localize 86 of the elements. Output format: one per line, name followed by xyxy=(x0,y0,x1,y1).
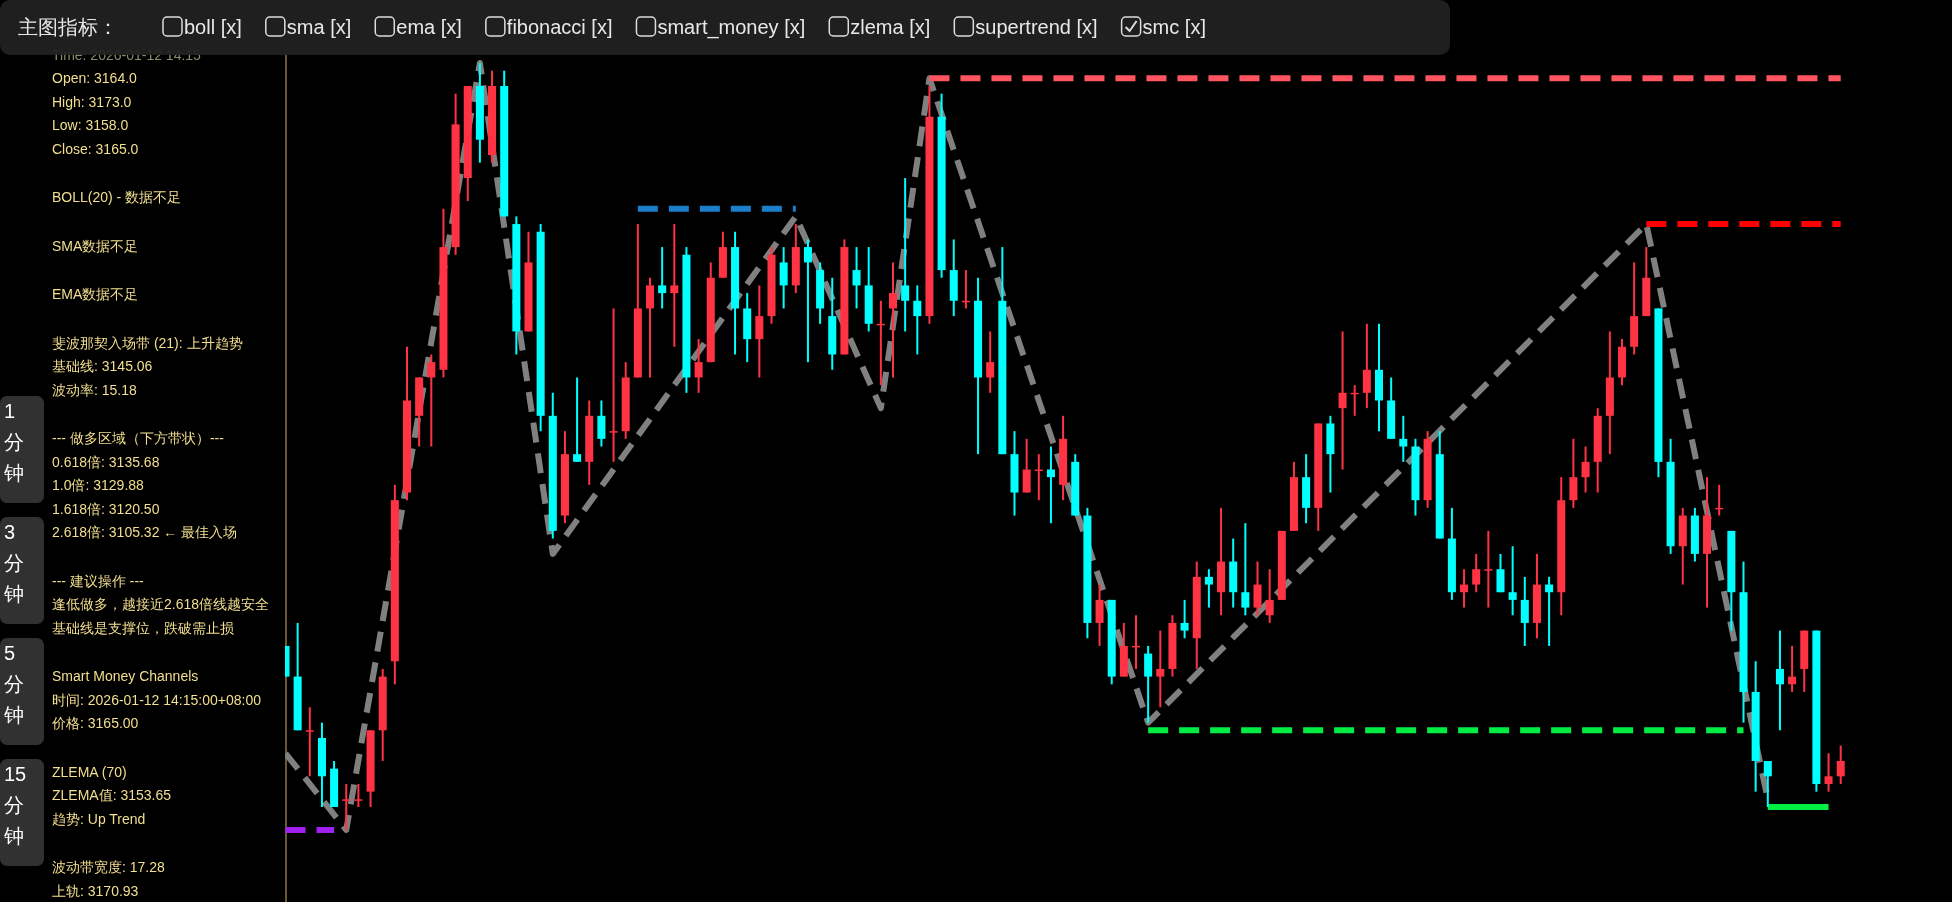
text: zlema [x] xyxy=(850,16,931,38)
candlestick xyxy=(888,261,898,379)
candlestick xyxy=(1460,568,1469,609)
text: smc [x] xyxy=(1142,16,1206,38)
candlestick xyxy=(986,330,995,394)
candlestick xyxy=(1496,552,1505,594)
text: boll [x] xyxy=(184,16,242,38)
button: 5分钟 xyxy=(0,638,44,745)
text: Open: 3164.0 xyxy=(52,70,138,87)
text: fibonacci [x] xyxy=(506,16,613,38)
button: 1分钟 xyxy=(0,396,44,503)
candlestick xyxy=(1763,759,1772,808)
candlestick xyxy=(1144,644,1153,724)
candlestick xyxy=(573,376,582,463)
candlestick xyxy=(913,284,922,356)
candlestick xyxy=(1022,437,1031,494)
button: 15分钟 xyxy=(0,759,44,866)
text: smart_money [x] xyxy=(657,16,806,39)
text: 价格: 3165.00 xyxy=(51,715,139,732)
text: 斐波那契入场带 (21): 上升趋势 xyxy=(52,334,243,351)
candlestick xyxy=(1095,583,1104,647)
candlestick xyxy=(645,276,655,379)
text: 基础线是支撑位，跌破需止损 xyxy=(52,619,234,636)
text: 时间: 2026-01-12 14:15:00+08:00 xyxy=(52,691,262,708)
text: Time: 2026-01-12 14:15 xyxy=(52,46,202,63)
candlestick xyxy=(1204,568,1213,609)
text: EMA数据不足 xyxy=(52,286,139,303)
text: 基础线: 3145.06 xyxy=(52,358,153,375)
candlestick xyxy=(1180,598,1189,640)
candlestick xyxy=(694,338,703,394)
candlestick xyxy=(779,246,788,310)
text: 2.618倍: 3105.32 ← 最佳入场 xyxy=(52,524,238,541)
candlestick xyxy=(1241,522,1250,617)
text: Close: 3165.0 xyxy=(52,140,139,157)
text: SMA数据不足 xyxy=(52,237,139,254)
text: Smart Money Channels xyxy=(52,668,199,685)
text: High: 3173.0 xyxy=(52,93,132,110)
text: --- 建议操作 --- xyxy=(52,572,145,589)
candlestick xyxy=(1775,629,1784,732)
candlestick xyxy=(1399,414,1408,463)
candlestick xyxy=(342,782,351,831)
candlestick xyxy=(354,782,363,808)
candlestick xyxy=(901,177,910,333)
candlestick xyxy=(1265,568,1274,624)
candlestick xyxy=(1836,744,1845,785)
candlestick xyxy=(1520,575,1529,647)
candlestick xyxy=(1824,752,1833,793)
text: ZLEMA值: 3153.65 xyxy=(52,787,172,804)
text: 上轨: 3170.93 xyxy=(52,882,139,899)
candlestick xyxy=(1156,629,1165,709)
candlestick xyxy=(1338,330,1347,471)
text: 逢低做多，越接近2.618倍线越安全 xyxy=(52,596,270,613)
candlestick xyxy=(427,353,436,448)
candlestick xyxy=(1484,529,1493,609)
candlestick xyxy=(1472,552,1481,594)
text: ZLEMA (70) xyxy=(52,763,127,780)
text: 0.618倍: 3135.68 xyxy=(52,453,160,470)
text: 波动带宽度: 17.28 xyxy=(52,859,166,876)
candlestick xyxy=(658,246,667,310)
text: --- 做多区域（下方带状）--- xyxy=(52,430,225,447)
text: 主图指标： xyxy=(18,16,118,38)
button: 3分钟 xyxy=(0,517,44,624)
text: 1.618倍: 3120.50 xyxy=(52,500,160,517)
candlestick xyxy=(1362,322,1371,410)
candlestick xyxy=(670,223,679,348)
text: BOLL(20) - 数据不足 xyxy=(52,189,182,206)
candlestick xyxy=(1508,545,1517,617)
candlestick xyxy=(803,238,812,364)
text: 1.0倍: 3129.88 xyxy=(52,477,145,494)
candlestick xyxy=(1545,575,1554,647)
text: sma [x] xyxy=(286,16,352,38)
candlestick xyxy=(1581,445,1590,494)
candlestick xyxy=(1569,437,1578,509)
text: Low: 3158.0 xyxy=(52,117,129,134)
candlestick xyxy=(597,399,606,448)
text: 波动率: 15.18 xyxy=(52,381,138,398)
candlestick xyxy=(852,246,861,310)
text: 趋势: Up Trend xyxy=(52,810,146,827)
candlestick xyxy=(609,307,618,463)
candlestick xyxy=(755,284,764,379)
candlestick xyxy=(1253,560,1262,617)
text: ema [x] xyxy=(396,16,462,38)
candlestick xyxy=(1046,445,1055,525)
candlestick xyxy=(1788,644,1797,693)
candlestick xyxy=(305,706,314,778)
text: supertrend [x] xyxy=(975,16,1098,38)
